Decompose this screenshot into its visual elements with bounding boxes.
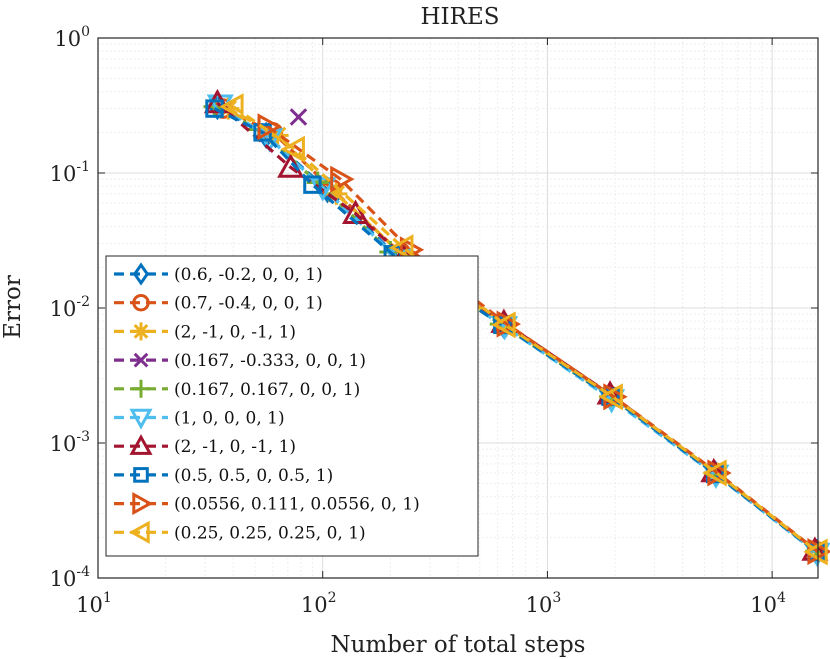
legend-label: (0.5, 0.5, 0, 0.5, 1) [174, 466, 333, 486]
legend-entry: (0.25, 0.25, 0.25, 0, 1) [114, 520, 366, 544]
data-point-triangle-left-marker [803, 538, 828, 566]
legend: (0.6, -0.2, 0, 0, 1) (0.7, -0.4, 0, 0, 1)… [105, 255, 479, 557]
data-point-circle-marker [132, 294, 150, 312]
data-point-triangle-left-marker [491, 311, 516, 339]
legend-entry: (2, -1, 0, -1, 1) [114, 434, 296, 457]
labels: HIRES Number of total steps Error [0, 4, 585, 658]
axes: 101 102 103 104 100 10-1 10-2 10-3 10-4 [50, 24, 819, 617]
data-point-triangle-right-marker [330, 165, 355, 193]
data-point-x-marker [289, 108, 308, 126]
series-4 [289, 108, 308, 126]
data-point-plus-marker [132, 379, 150, 398]
legend-entry: (0.7, -0.4, 0, 0, 1) [114, 294, 323, 314]
legend-label: (2, -1, 0, -1, 1) [174, 437, 296, 457]
legend-entry: (1, 0, 0, 0, 1) [114, 408, 285, 430]
legend-box [105, 255, 479, 557]
legend-label: (0.6, -0.2, 0, 0, 1) [174, 265, 323, 285]
x-tick-label: 104 [750, 590, 786, 617]
legend-entry: (0.0556, 0.111, 0.0556, 0, 1) [114, 492, 420, 516]
legend-entry: (0.5, 0.5, 0, 0.5, 1) [114, 466, 333, 486]
legend-entry: (0.167, 0.167, 0, 0, 1) [114, 380, 360, 400]
data-point-triangle-left-marker [128, 520, 150, 544]
chart-title: HIRES [420, 4, 499, 30]
legend-entry: (2, -1, 0, -1, 1) [114, 322, 296, 342]
y-tick-label: 10-3 [50, 429, 90, 456]
y-tick-label: 100 [54, 24, 90, 51]
legend-label: (0.167, -0.333, 0, 0, 1) [174, 351, 366, 371]
legend-label: (0.25, 0.25, 0.25, 0, 1) [174, 523, 366, 543]
series-10 [219, 93, 828, 566]
data-point-triangle-left-marker [598, 383, 623, 411]
x-tick-label: 101 [76, 590, 112, 617]
data-point-triangle-right-marker [132, 492, 154, 516]
data-point-triangle-left-marker [702, 459, 727, 487]
legend-entry: (0.167, -0.333, 0, 0, 1) [114, 351, 366, 371]
legend-label: (1, 0, 0, 0, 1) [174, 409, 285, 429]
data-point-square-marker [303, 175, 322, 194]
y-axis-label: Error [0, 275, 26, 339]
y-tick-label: 10-4 [50, 564, 90, 591]
data-point-square-marker [205, 99, 224, 118]
data-point-asterisk-marker [325, 182, 348, 205]
x-axis-label: Number of total steps [331, 632, 586, 658]
y-tick-label: 10-1 [50, 159, 90, 186]
data-point-x-marker [133, 352, 149, 368]
legend-label: (0.0556, 0.111, 0.0556, 0, 1) [174, 495, 420, 515]
legend-label: (2, -1, 0, -1, 1) [174, 322, 296, 342]
x-tick-label: 103 [526, 590, 562, 617]
data-point-triangle-left-marker [219, 93, 244, 121]
data-point-triangle-right-marker [603, 383, 628, 411]
data-point-asterisk-marker [495, 314, 518, 337]
data-point-triangle-right-marker [707, 459, 732, 487]
legend-label: (0.7, -0.4, 0, 0, 1) [174, 294, 323, 314]
x-tick-label: 102 [301, 590, 337, 617]
data-point-asterisk-marker [132, 322, 150, 341]
data-point-triangle-left-marker [389, 234, 414, 262]
legend-entry: (0.6, -0.2, 0, 0, 1) [114, 262, 323, 286]
data-point-diamond-marker [132, 262, 150, 286]
legend-label: (0.167, 0.167, 0, 0, 1) [174, 380, 360, 400]
data-point-triangle-left-marker [280, 135, 305, 163]
data-point-square-marker [133, 467, 149, 483]
y-tick-label: 10-2 [50, 294, 90, 321]
data-point-triangle-right-marker [257, 113, 282, 141]
data-point-triangle-down-marker [129, 408, 153, 430]
data-point-triangle-up-marker [129, 434, 153, 455]
